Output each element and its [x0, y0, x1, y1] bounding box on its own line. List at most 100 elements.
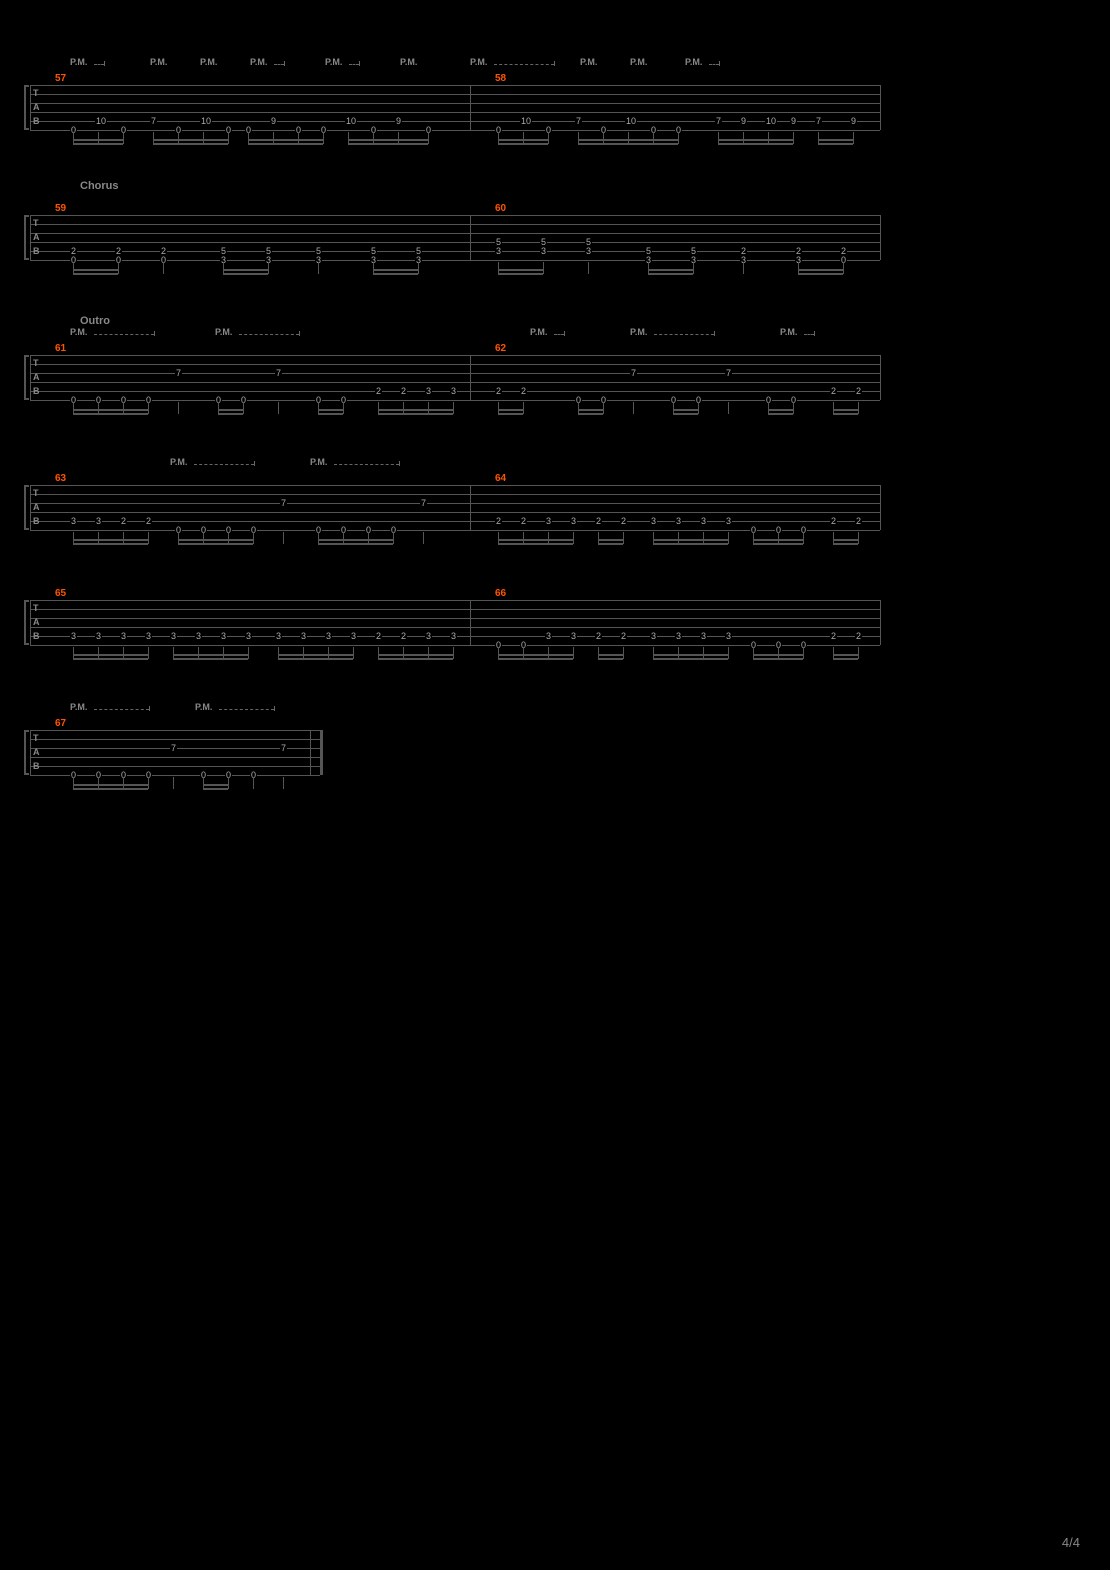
beam	[673, 409, 698, 411]
beam	[598, 543, 623, 545]
beam	[318, 409, 343, 411]
beam	[798, 273, 843, 275]
barline	[320, 730, 323, 775]
measure-number: 57	[55, 73, 66, 84]
palm-mute-extent	[94, 709, 149, 710]
tab-system: TABChorus5960202020535353535353535353532…	[30, 180, 880, 290]
beam	[578, 409, 603, 411]
note-stem	[573, 647, 574, 659]
string-line	[30, 503, 880, 504]
fret-number: 3	[545, 517, 552, 526]
palm-mute-label: P.M.	[70, 57, 87, 67]
beam	[653, 654, 728, 656]
tab-clef-letter: B	[33, 632, 40, 641]
string-line	[30, 112, 880, 113]
fret-number: 2	[120, 517, 127, 526]
beam	[73, 658, 148, 660]
palm-mute-end	[149, 706, 150, 711]
barline	[310, 730, 311, 775]
staff-bracket	[24, 730, 29, 775]
palm-mute-label: P.M.	[325, 57, 342, 67]
fret-number: 2	[855, 387, 862, 396]
note-stem	[588, 262, 589, 274]
fret-number: 2	[620, 632, 627, 641]
palm-mute-extent	[554, 334, 564, 335]
beam	[248, 143, 323, 145]
palm-mute-end	[284, 61, 285, 66]
note-stem	[858, 402, 859, 414]
beam	[278, 654, 353, 656]
beam	[73, 273, 118, 275]
fret-number: 3	[650, 632, 657, 641]
beam	[318, 543, 393, 545]
beam	[718, 139, 793, 141]
note-stem	[418, 262, 419, 274]
palm-mute-end	[564, 331, 565, 336]
note-stem	[453, 647, 454, 659]
tab-clef-letter: A	[33, 233, 40, 242]
note-stem	[728, 647, 729, 659]
fret-number: 3	[170, 632, 177, 641]
fret-number: 3	[450, 632, 457, 641]
string-line	[30, 757, 320, 758]
measure-number: 58	[495, 73, 506, 84]
fret-number: 2	[400, 387, 407, 396]
palm-mute-extent	[239, 334, 299, 335]
fret-number: 3	[545, 632, 552, 641]
fret-number: 9	[850, 117, 857, 126]
palm-mute-extent	[274, 64, 284, 65]
palm-mute-extent	[654, 334, 714, 335]
palm-mute-extent	[219, 709, 274, 710]
note-stem	[603, 402, 604, 414]
palm-mute-end	[104, 61, 105, 66]
fret-number: 3	[725, 517, 732, 526]
note-stem	[728, 402, 729, 414]
beam	[178, 539, 253, 541]
measure-number: 60	[495, 203, 506, 214]
string-line	[30, 355, 880, 356]
measure-number: 65	[55, 588, 66, 599]
beam	[378, 658, 453, 660]
beam	[818, 143, 853, 145]
tab-clef-letter: T	[33, 489, 39, 498]
note-stem	[693, 262, 694, 274]
palm-mute-label: P.M.	[630, 327, 647, 337]
note-stem	[318, 262, 319, 274]
fret-number: 10	[345, 117, 357, 126]
barline	[470, 355, 471, 400]
beam	[178, 543, 253, 545]
tab-clef-letter: B	[33, 517, 40, 526]
barline	[30, 600, 31, 645]
fret-number: 3	[540, 247, 547, 256]
note-stem	[283, 777, 284, 789]
measure-number: 66	[495, 588, 506, 599]
note-stem	[278, 402, 279, 414]
beam	[348, 143, 428, 145]
palm-mute-extent	[709, 64, 719, 65]
note-stem	[728, 532, 729, 544]
beam	[653, 543, 728, 545]
beam	[498, 409, 523, 411]
palm-mute-label: P.M.	[195, 702, 212, 712]
fret-number: 2	[830, 387, 837, 396]
palm-mute-label: P.M.	[630, 57, 647, 67]
fret-number: 3	[325, 632, 332, 641]
beam	[598, 654, 623, 656]
fret-number: 3	[425, 632, 432, 641]
fret-number: 3	[725, 632, 732, 641]
beam	[498, 654, 573, 656]
tab-clef-letter: A	[33, 503, 40, 512]
note-stem	[148, 647, 149, 659]
beam	[498, 543, 573, 545]
beam	[318, 539, 393, 541]
tab-system: TAB67P.M.P.M.000070007	[30, 700, 320, 805]
tab-clef-letter: B	[33, 762, 40, 771]
beam	[818, 139, 853, 141]
fret-number: 2	[520, 387, 527, 396]
section-label: Chorus	[80, 180, 119, 192]
string-line	[30, 251, 880, 252]
fret-number: 3	[425, 387, 432, 396]
note-stem	[858, 532, 859, 544]
beam	[578, 413, 603, 415]
beam	[73, 543, 148, 545]
